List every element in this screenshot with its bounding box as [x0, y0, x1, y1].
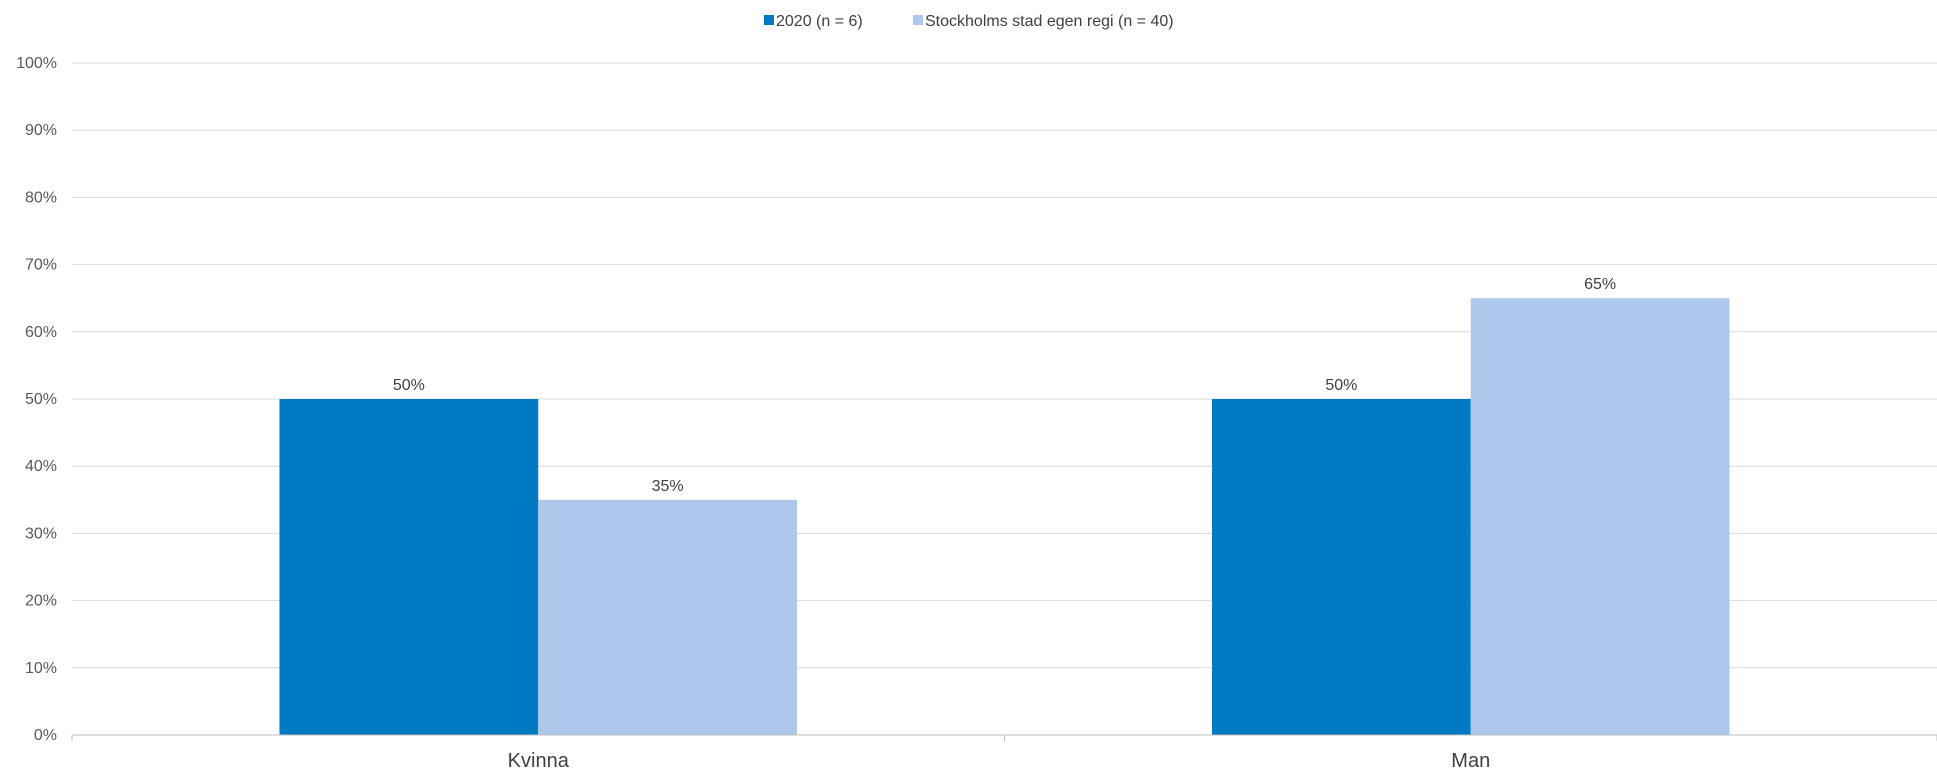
bar-kvinna-series-1 — [538, 499, 798, 735]
data-label: 50% — [393, 377, 425, 394]
bars — [279, 298, 1730, 735]
legend-label-stockholm: Stockholms stad egen regi (n = 40) — [925, 13, 1174, 30]
y-tick-label: 80% — [25, 189, 57, 206]
bar-man-series-1 — [1470, 298, 1730, 735]
category-label: Man — [1451, 750, 1490, 772]
category-label: Kvinna — [508, 750, 570, 772]
legend: 2020 (n = 6) Stockholms stad egen regi (… — [764, 13, 1174, 30]
data-label: 50% — [1325, 377, 1357, 394]
category-labels: Kvinna Man — [508, 750, 1491, 772]
y-axis-ticks: 0% 10% 20% 30% 40% 50% 60% 70% 80% 90% 100% — [16, 55, 57, 744]
legend-label-2020: 2020 (n = 6) — [776, 13, 863, 30]
x-axis — [71, 734, 1937, 741]
y-tick-label: 60% — [25, 324, 57, 341]
data-labels: 50% 35% 50% 65% — [393, 276, 1616, 495]
y-tick-label: 90% — [25, 122, 57, 139]
y-tick-label: 70% — [25, 257, 57, 274]
legend-swatch-stockholm — [913, 15, 923, 25]
bar-man-series-0 — [1211, 399, 1471, 735]
data-label: 65% — [1584, 276, 1616, 293]
y-tick-label: 0% — [34, 727, 57, 744]
y-tick-label: 50% — [25, 391, 57, 408]
y-tick-label: 100% — [16, 55, 57, 72]
bar-kvinna-series-0 — [279, 399, 539, 735]
y-tick-label: 20% — [25, 593, 57, 610]
y-tick-label: 40% — [25, 458, 57, 475]
data-label: 35% — [652, 478, 684, 495]
y-tick-label: 30% — [25, 525, 57, 542]
legend-swatch-2020 — [764, 15, 774, 25]
y-tick-label: 10% — [25, 660, 57, 677]
